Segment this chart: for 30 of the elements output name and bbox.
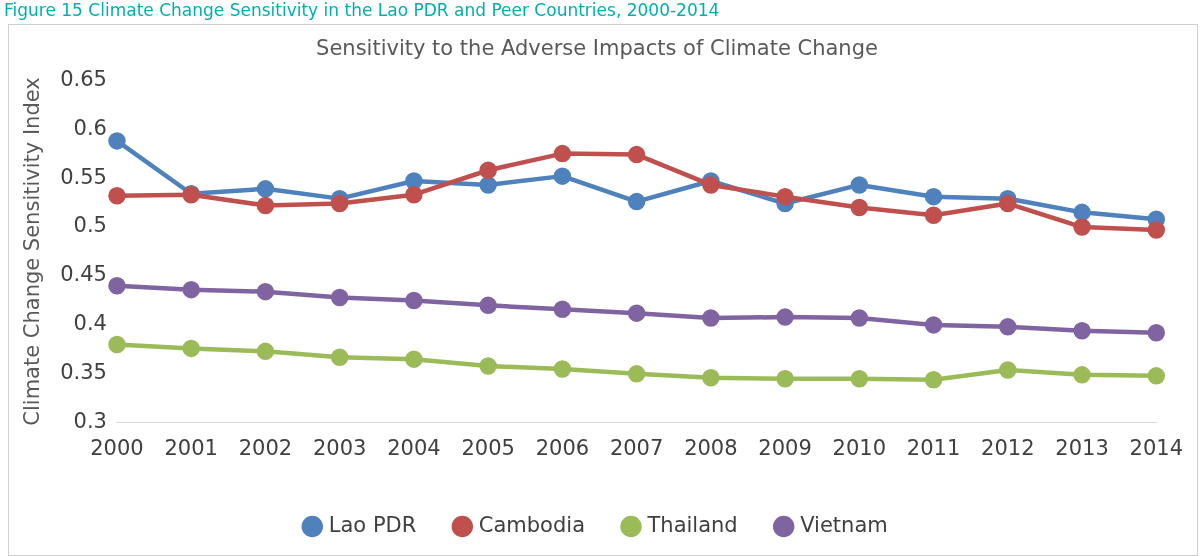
caption: Figure 15 Climate Change Sensitivity in the Lao PDR and Peer Countries, 2000-2014 <box>4 0 720 20</box>
x-tick-label: 2003 <box>312 435 367 460</box>
x-tick-label: 2007 <box>609 435 664 460</box>
x-tick-label: 2010 <box>832 435 887 460</box>
x-tick-label: 2002 <box>238 435 293 460</box>
x-tick-label: 2004 <box>387 435 441 460</box>
x-tick-label: 2014 <box>1129 435 1183 460</box>
x-tick-label: 2008 <box>684 435 738 460</box>
x-tick-label: 2013 <box>1055 435 1109 460</box>
y-tick-label: 0.6 <box>73 115 107 140</box>
y-axis-title: Climate Change Sensitivity Index <box>20 77 45 426</box>
x-tick-label: 2011 <box>906 435 961 460</box>
x-tick-label: 2012 <box>981 435 1035 460</box>
y-tick-label: 0.35 <box>60 360 107 385</box>
chart-title: Sensitivity to the Adverse Impacts of Climate Change <box>316 36 878 61</box>
y-tick-label: 0.5 <box>73 213 107 238</box>
y-tick-label: 0.55 <box>60 164 107 189</box>
x-tick-label: 2005 <box>461 435 515 460</box>
x-tick-label: 2000 <box>90 435 144 460</box>
y-tick-label: 0.4 <box>73 311 107 336</box>
legend-label: Thailand <box>646 512 738 537</box>
legend-label: Vietnam <box>800 512 888 537</box>
legend-label: Lao PDR <box>328 512 417 537</box>
x-tick-label: 2009 <box>758 435 812 460</box>
y-tick-label: 0.65 <box>60 66 107 91</box>
legend-label: Cambodia <box>478 512 586 537</box>
x-tick-label: 2001 <box>164 435 218 460</box>
x-tick-label: 2006 <box>535 435 590 460</box>
y-tick-label: 0.45 <box>60 262 107 287</box>
y-tick-label: 0.3 <box>73 409 107 434</box>
